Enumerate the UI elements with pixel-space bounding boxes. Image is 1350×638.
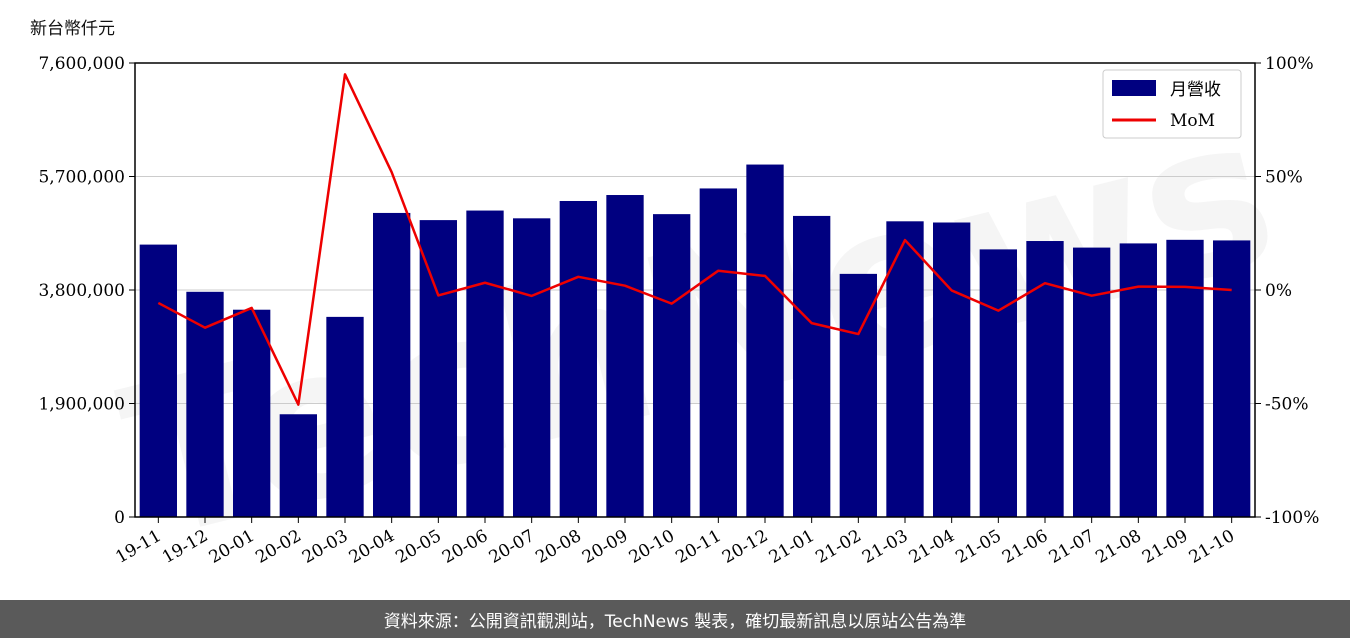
x-tick-label: 21-03 [859, 526, 911, 568]
left-y-tick-label: 7,600,000 [38, 54, 125, 74]
bar [933, 222, 971, 517]
revenue-chart: TechNews 01,900,0003,800,0005,700,0007,6… [38, 54, 1320, 568]
x-tick-label: 21-08 [1092, 526, 1144, 568]
bar [513, 218, 551, 517]
left-y-tick-label: 1,900,000 [38, 395, 125, 415]
bar [233, 309, 271, 517]
x-tick-label: 21-06 [999, 526, 1051, 568]
right-y-tick-label: -50% [1265, 395, 1309, 415]
legend-label-revenue: 月營收 [1170, 80, 1221, 100]
x-tick-label: 20-05 [392, 526, 444, 568]
bar [1119, 243, 1157, 517]
x-tick-label: 20-11 [672, 526, 724, 568]
x-tick-label: 20-09 [579, 526, 631, 568]
bar [419, 220, 457, 517]
bar [559, 200, 597, 517]
bar [1166, 239, 1204, 518]
bar [746, 164, 784, 518]
left-y-tick-label: 0 [114, 508, 125, 528]
bar [139, 244, 177, 517]
bar [793, 215, 831, 517]
bar [653, 214, 691, 517]
right-y-axis: -100% -50% 0% 50% 100% [1255, 54, 1319, 528]
bar [279, 414, 317, 517]
right-y-tick-label: 0% [1265, 281, 1292, 301]
mom-line [157, 73, 1232, 406]
bar [466, 210, 504, 518]
bar [979, 249, 1017, 517]
right-y-tick-label: -100% [1265, 508, 1319, 528]
x-tick-label: 20-07 [486, 526, 538, 568]
x-tick-label: 20-06 [439, 526, 491, 568]
bar [326, 316, 364, 517]
x-tick-label: 20-10 [626, 526, 678, 568]
x-tick-label: 21-01 [766, 526, 818, 568]
legend-label-mom: MoM [1170, 111, 1215, 131]
bar [186, 291, 224, 517]
mom-line-group [157, 73, 1232, 406]
bar [699, 188, 737, 517]
bar [373, 212, 411, 518]
left-y-tick-label: 5,700,000 [38, 168, 125, 188]
legend-bar-swatch [1112, 80, 1156, 96]
x-tick-label: 21-02 [812, 526, 864, 568]
bar [1213, 240, 1251, 517]
right-y-tick-label: 50% [1265, 168, 1303, 188]
bar [886, 221, 924, 518]
legend: 月營收 MoM [1102, 69, 1242, 139]
bar [606, 195, 644, 517]
left-y-axis: 0 1,900,000 3,800,000 5,700,000 7,600,000 [38, 54, 135, 528]
x-tick-label: 21-10 [1186, 526, 1238, 568]
x-tick-label: 20-12 [719, 526, 771, 568]
bars-group [139, 164, 1251, 518]
source-footer: 資料來源：公開資訊觀測站，TechNews 製表，確切最新訊息以原站公告為準 [0, 600, 1350, 638]
footer-text: 資料來源：公開資訊觀測站，TechNews 製表，確切最新訊息以原站公告為準 [383, 611, 967, 632]
left-y-tick-label: 3,800,000 [38, 281, 125, 301]
x-tick-label: 21-04 [906, 526, 958, 568]
bar [839, 273, 877, 517]
x-tick-label: 21-07 [1046, 526, 1098, 568]
x-tick-label: 21-05 [952, 526, 1004, 568]
y-axis-unit-label: 新台幣仟元 [30, 19, 115, 39]
x-tick-label: 21-09 [1139, 526, 1191, 568]
right-y-tick-label: 100% [1265, 54, 1314, 74]
x-tick-label: 20-08 [532, 526, 584, 568]
bar [1073, 247, 1111, 517]
